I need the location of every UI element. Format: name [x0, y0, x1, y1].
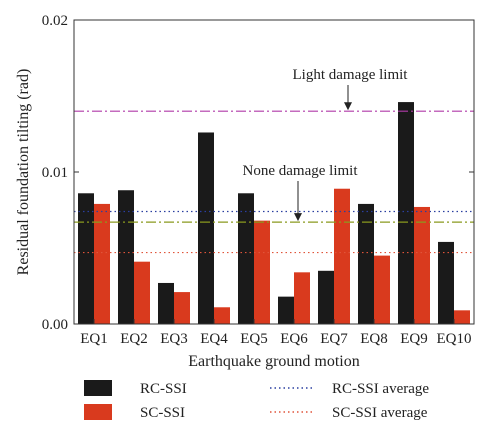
- y-ticks-group: 0.00 0.01 0.02: [42, 13, 474, 333]
- bar-rc-ssi-eq8: [358, 203, 374, 324]
- annotation-none-damage-limit: None damage limit: [243, 163, 359, 179]
- x-tick-label-eq3: EQ3: [160, 331, 188, 347]
- bar-rc-ssi-eq1: [78, 193, 94, 324]
- bar-rc-ssi-eq5: [238, 193, 254, 324]
- annotation-light-damage-limit: Light damage limit: [293, 67, 409, 83]
- bar-rc-ssi-eq9: [398, 102, 414, 324]
- x-tick-label-eq8: EQ8: [360, 331, 388, 347]
- y-tick-label: 0.00: [42, 317, 68, 333]
- bar-sc-ssi-eq7: [334, 188, 350, 324]
- bar-rc-ssi-eq3: [158, 282, 174, 324]
- x-axis-label: Earthquake ground motion: [188, 353, 360, 370]
- annotations-group: Light damage limit None damage limit: [243, 67, 409, 222]
- bar-rc-ssi-eq10: [438, 241, 454, 324]
- x-tick-label-eq2: EQ2: [120, 331, 148, 347]
- bar-sc-ssi-eq2: [134, 261, 150, 324]
- legend: RC-SSI SC-SSI RC-SSI average SC-SSI average: [84, 380, 429, 421]
- bar-sc-ssi-eq6: [294, 272, 310, 324]
- annotation-arrow-head: [294, 213, 302, 222]
- bar-sc-ssi-eq3: [174, 292, 190, 324]
- bar-rc-ssi-eq7: [318, 270, 334, 324]
- bar-sc-ssi-eq9: [414, 206, 430, 324]
- x-tick-label-eq5: EQ5: [240, 331, 268, 347]
- x-tick-label-eq10: EQ10: [437, 331, 472, 347]
- bar-sc-ssi-eq4: [214, 307, 230, 324]
- x-tick-label-eq7: EQ7: [320, 331, 348, 347]
- bar-rc-ssi-eq4: [198, 132, 214, 324]
- legend-swatch-sc-ssi: [84, 404, 112, 420]
- legend-label-sc-ssi: SC-SSI: [140, 405, 185, 421]
- x-ticks-group: EQ1 EQ2 EQ3 EQ4 EQ5 EQ6 EQ7 EQ8 EQ9 EQ10: [80, 319, 472, 347]
- bar-rc-ssi-eq2: [118, 190, 134, 324]
- x-tick-label-eq1: EQ1: [80, 331, 108, 347]
- x-tick-label-eq4: EQ4: [200, 331, 228, 347]
- bar-rc-ssi-eq6: [278, 296, 294, 324]
- x-tick-label-eq9: EQ9: [400, 331, 428, 347]
- bar-sc-ssi-eq8: [374, 255, 390, 324]
- bar-sc-ssi-eq5: [254, 220, 270, 324]
- bar-sc-ssi-eq10: [454, 310, 470, 324]
- legend-swatch-rc-ssi: [84, 380, 112, 396]
- legend-label-rc-ssi: RC-SSI: [140, 381, 187, 397]
- y-tick-label: 0.02: [42, 13, 68, 29]
- x-tick-label-eq6: EQ6: [280, 331, 308, 347]
- y-tick-label: 0.01: [42, 165, 68, 181]
- y-axis-label: Residual foundation tilting (rad): [15, 69, 32, 276]
- legend-label-rc-ssi-average: RC-SSI average: [332, 381, 429, 397]
- reference-lines-group: [74, 110, 474, 254]
- annotation-arrow-head: [344, 102, 352, 111]
- bar-sc-ssi-eq1: [94, 203, 110, 324]
- legend-label-sc-ssi-average: SC-SSI average: [332, 405, 428, 421]
- bars-group: [78, 102, 470, 324]
